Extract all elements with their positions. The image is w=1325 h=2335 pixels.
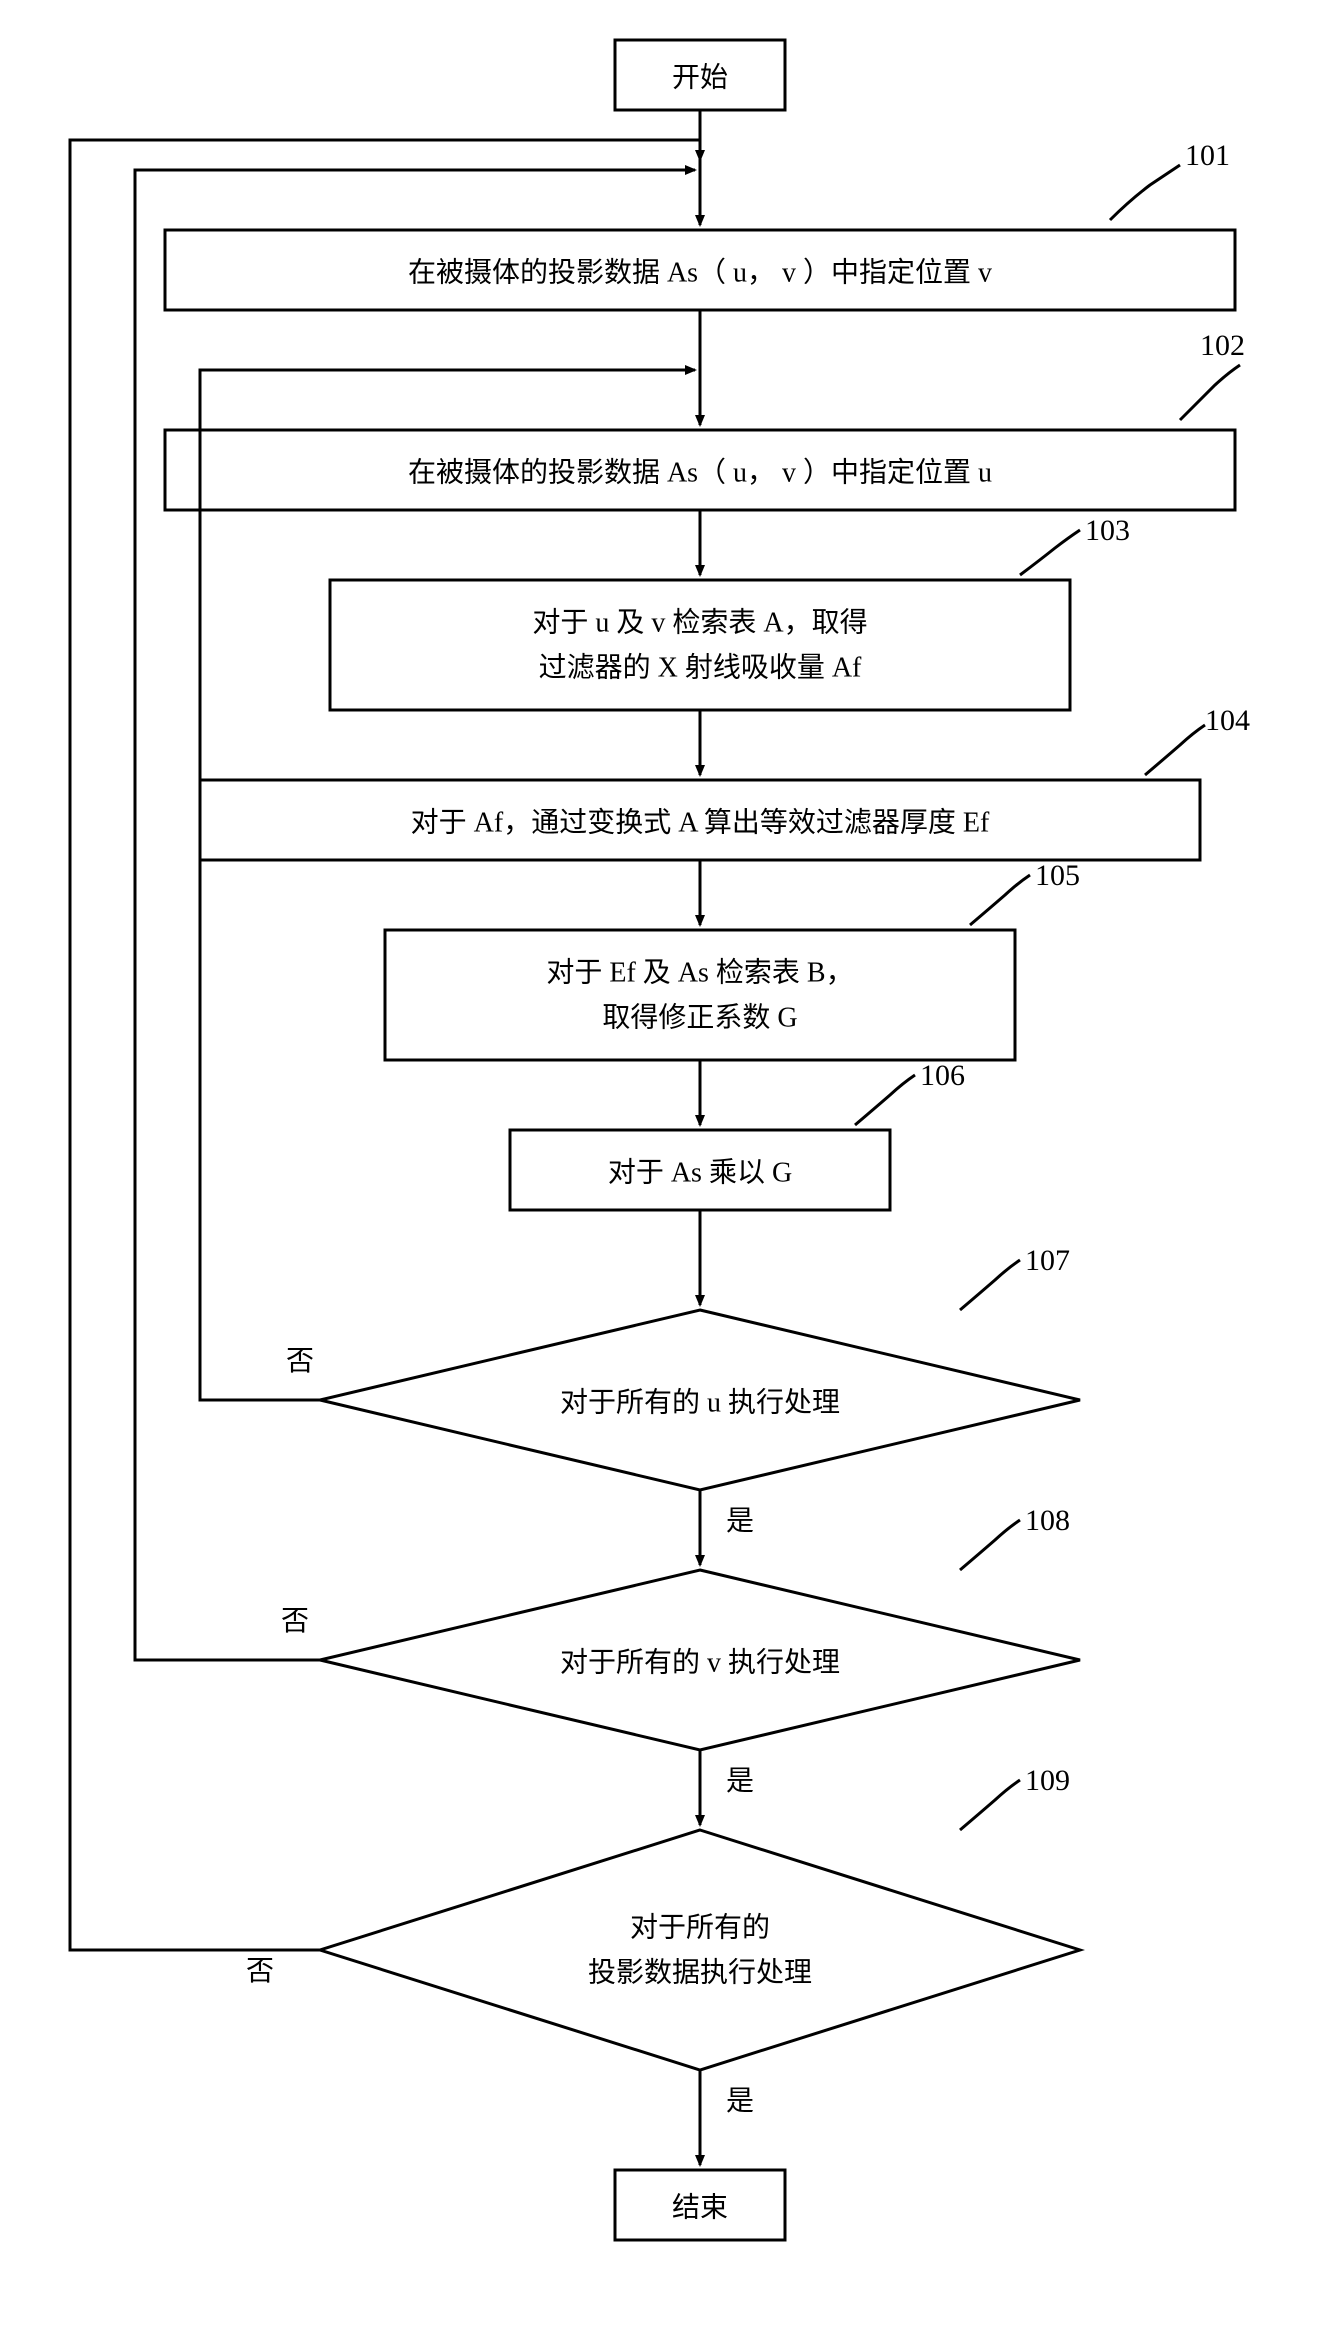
s108-label: 对于所有的 v 执行处理: [560, 1646, 840, 1678]
s104-ref: 104: [1205, 704, 1250, 737]
s109-ref: 109: [1025, 1764, 1070, 1797]
s106-ref: 106: [920, 1059, 965, 1092]
start-label: 开始: [672, 61, 728, 93]
s107-ref: 107: [1025, 1244, 1070, 1277]
s102-label: 在被摄体的投影数据 As（ u， v ）中指定位置 u: [408, 456, 992, 488]
s105-ref: 105: [1035, 859, 1080, 892]
s101-label: 在被摄体的投影数据 As（ u， v ）中指定位置 v: [408, 256, 992, 288]
s103-line2: 过滤器的 X 射线吸收量 Af: [539, 651, 862, 683]
s103-ref: 103: [1085, 514, 1130, 547]
s106-label: 对于 As 乘以 G: [608, 1156, 792, 1188]
s109-line2: 投影数据执行处理: [588, 1956, 812, 1988]
s101-ref: 101: [1185, 139, 1230, 172]
s108-ref: 108: [1025, 1504, 1070, 1537]
s109-line1: 对于所有的: [630, 1911, 770, 1943]
s107-label: 对于所有的 u 执行处理: [560, 1386, 840, 1418]
s105-line1: 对于 Ef 及 As 检索表 B，: [546, 956, 853, 988]
s109-no: 否: [246, 1956, 274, 1987]
s108-yes: 是: [726, 1766, 754, 1797]
s107-yes: 是: [726, 1506, 754, 1537]
s104-label: 对于 Af，通过变换式 A 算出等效过滤器厚度 Ef: [411, 806, 990, 838]
s109-yes: 是: [726, 2086, 754, 2117]
s107-no: 否: [286, 1346, 314, 1377]
s108-no: 否: [281, 1606, 309, 1637]
s102-ref: 102: [1200, 329, 1245, 362]
s105-line2: 取得修正系数 G: [602, 1001, 797, 1033]
s103-line1: 对于 u 及 v 检索表 A，取得: [532, 606, 867, 638]
end-label: 结束: [672, 2191, 728, 2223]
